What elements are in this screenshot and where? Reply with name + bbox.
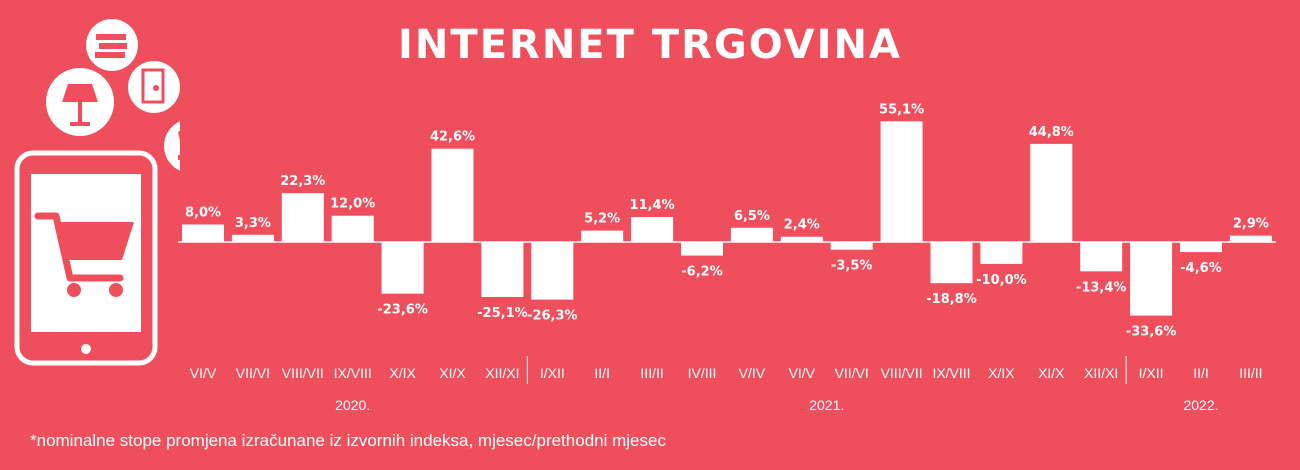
category-label-20: II/I (1193, 365, 1209, 381)
bar-8 (581, 230, 624, 242)
value-label-18: -13,4% (1076, 280, 1127, 295)
value-label-10: -6,2% (681, 265, 722, 280)
category-label-19: I/XII (1139, 365, 1164, 381)
clothes-icon (164, 121, 180, 171)
value-label-7: -26,3% (527, 309, 578, 324)
bar-5 (431, 148, 474, 242)
bar-0 (182, 224, 224, 242)
bar-2 (281, 193, 324, 242)
category-label-16: X/IX (988, 365, 1015, 381)
category-label-18: XII/XI (1084, 365, 1118, 381)
value-label-9: 11,4% (630, 198, 675, 213)
category-label-0: VI/V (190, 365, 217, 381)
category-label-5: XI/X (439, 365, 466, 381)
year-label-1: 2021. (809, 397, 844, 413)
category-label-7: I/XII (540, 365, 565, 381)
category-label-2: VIII/VII (282, 365, 324, 381)
bar-16 (980, 242, 1023, 264)
category-label-17: XI/X (1038, 365, 1065, 381)
category-label-8: II/I (594, 365, 610, 381)
year-label-2: 2022. (1183, 397, 1218, 413)
bar-4 (381, 242, 424, 294)
category-label-9: III/II (640, 365, 663, 381)
bar-10 (681, 242, 723, 256)
category-label-21: III/II (1239, 365, 1262, 381)
bar-20 (1180, 242, 1222, 253)
bar-15 (930, 242, 973, 284)
value-label-16: -10,0% (976, 273, 1027, 288)
bar-18 (1080, 242, 1123, 272)
category-label-11: V/IV (739, 365, 766, 381)
value-label-21: 2,9% (1233, 217, 1269, 232)
value-label-14: 55,1% (879, 102, 924, 117)
value-label-0: 8,0% (185, 205, 221, 220)
footnote: *nominalne stope promjena izračunane iz … (30, 431, 666, 450)
value-label-2: 22,3% (280, 174, 325, 189)
category-label-12: VI/V (789, 365, 816, 381)
bar-1 (231, 234, 274, 242)
bar-chart: 8,0% VI/V 3,3% VII/VI 22,3% VIII/VII 12,0% IX/V… (178, 102, 1276, 413)
value-label-8: 5,2% (584, 212, 620, 227)
category-label-10: IV/III (688, 365, 717, 381)
bar-6 (481, 242, 524, 297)
value-label-1: 3,3% (235, 216, 271, 231)
bar-12 (780, 236, 823, 242)
books-icon (86, 19, 138, 71)
value-label-11: 6,5% (734, 209, 770, 224)
decorative-icons (14, 19, 180, 366)
bar-9 (631, 217, 674, 242)
value-label-17: 44,8% (1029, 125, 1074, 140)
bar-17 (1030, 143, 1073, 242)
category-label-1: VII/VI (236, 365, 270, 381)
category-label-6: XII/XI (485, 365, 519, 381)
category-label-15: IX/VIII (932, 365, 970, 381)
year-label-0: 2020. (335, 397, 370, 413)
value-label-12: 2,4% (784, 218, 820, 233)
category-label-14: VIII/VII (881, 365, 923, 381)
category-label-3: IX/VIII (334, 365, 372, 381)
value-label-20: -4,6% (1180, 261, 1221, 276)
category-label-4: X/IX (389, 365, 416, 381)
category-label-13: VII/VI (835, 365, 869, 381)
value-label-19: -33,6% (1126, 325, 1177, 340)
bar-19 (1130, 242, 1173, 316)
bar-3 (331, 215, 374, 242)
fridge-icon (128, 61, 180, 113)
bar-13 (830, 242, 873, 250)
value-label-5: 42,6% (430, 130, 475, 145)
bar-21 (1229, 235, 1272, 242)
value-label-13: -3,5% (831, 259, 872, 274)
bar-14 (880, 121, 923, 242)
chart-title: INTERNET TRGOVINA (398, 22, 902, 68)
tablet-cart-icon (14, 150, 158, 366)
value-label-4: -23,6% (377, 303, 428, 318)
lamp-icon (46, 68, 114, 136)
value-label-15: -18,8% (926, 292, 977, 307)
value-label-6: -25,1% (477, 306, 528, 321)
bar-11 (730, 227, 773, 242)
value-label-3: 12,0% (330, 197, 375, 212)
bar-7 (531, 242, 574, 300)
